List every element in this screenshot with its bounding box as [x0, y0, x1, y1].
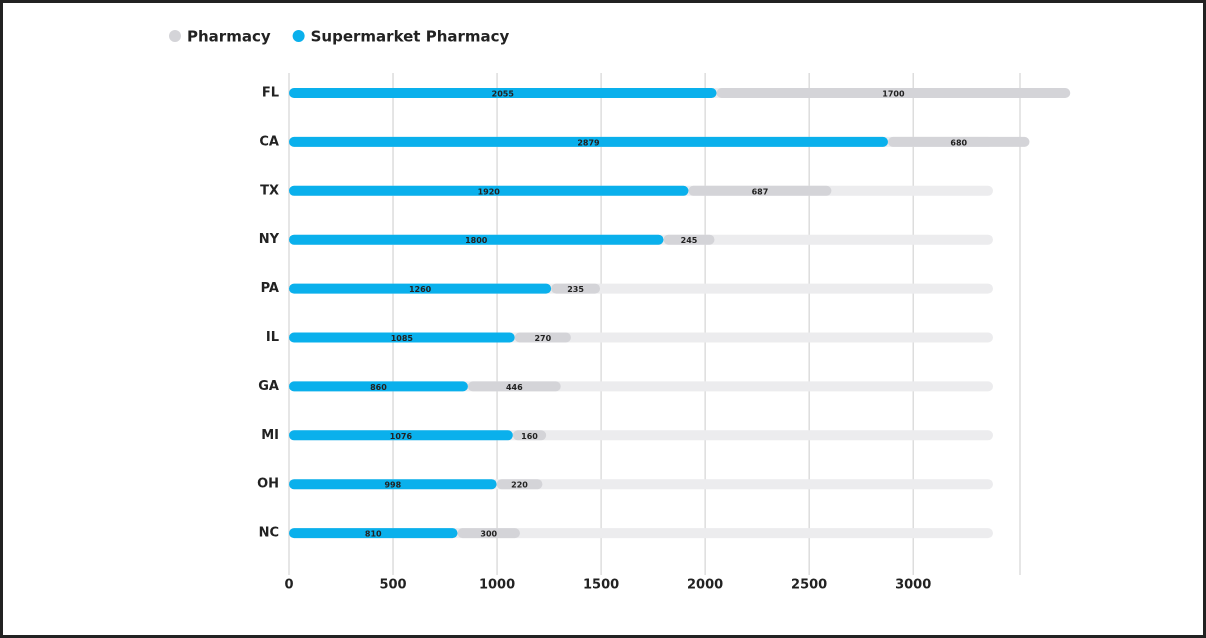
- category-label: IL: [266, 330, 279, 345]
- value-label: 998: [384, 481, 401, 490]
- value-label: 245: [681, 236, 698, 245]
- bar-segment: [663, 234, 715, 245]
- value-label: 2879: [577, 138, 600, 147]
- bar-segment: [457, 528, 520, 539]
- x-tick-label: 0: [284, 578, 293, 593]
- bar-segment: [512, 430, 547, 441]
- bar-segment: [514, 332, 571, 343]
- legend-marker: [292, 30, 305, 42]
- category-label: NY: [259, 232, 280, 247]
- x-tick-label: 3000: [895, 578, 931, 593]
- bar-segment: [716, 88, 1071, 98]
- category-label: TX: [260, 183, 279, 198]
- bar-segment: [496, 479, 543, 490]
- bar-segment: [289, 479, 497, 490]
- value-label: 1076: [390, 432, 413, 441]
- bar-segment: [289, 234, 664, 245]
- bar-segment: [289, 283, 552, 294]
- value-label: 1700: [882, 90, 905, 99]
- value-label: 235: [567, 285, 584, 294]
- category-label: PA: [261, 281, 279, 296]
- x-tick-label: 1000: [479, 578, 515, 593]
- value-label: 160: [521, 432, 538, 441]
- category-label: CA: [259, 134, 279, 149]
- chart: 0 500 1000 1500 2000 2500 3000 Pharmacy Supermar…: [169, 28, 1071, 593]
- bar-segment: [289, 185, 689, 196]
- x-tick-label: 500: [379, 578, 406, 593]
- value-label: 810: [365, 530, 382, 539]
- x-tick-label: 1500: [583, 578, 619, 593]
- category-label: FL: [262, 86, 279, 101]
- value-label: 2055: [492, 90, 515, 99]
- category-label: MI: [261, 428, 279, 443]
- value-label: 1260: [409, 285, 432, 294]
- value-label: 270: [534, 334, 551, 343]
- bar-segment: [551, 283, 601, 294]
- value-label: 1920: [478, 187, 501, 196]
- value-label: 860: [370, 383, 387, 392]
- value-label: 300: [480, 530, 497, 539]
- bar-segment: [467, 381, 561, 392]
- value-label: 1800: [465, 236, 488, 245]
- legend-label: Pharmacy: [187, 28, 271, 46]
- category-label: OH: [257, 477, 279, 492]
- value-label: 446: [506, 383, 523, 392]
- legend-label: Supermarket Pharmacy: [311, 28, 510, 46]
- bar-segment: [289, 528, 458, 539]
- bar-segment: [289, 332, 515, 343]
- value-label: 680: [950, 138, 967, 147]
- bar-segment: [289, 430, 513, 441]
- value-label: 687: [752, 187, 769, 196]
- value-label: 220: [511, 481, 528, 490]
- category-label: NC: [259, 526, 279, 541]
- category-label: GA: [258, 379, 279, 394]
- bar-segment: [688, 185, 832, 196]
- x-tick-label: 2000: [687, 578, 723, 593]
- legend-marker: [169, 30, 181, 42]
- bar-segment: [289, 381, 468, 392]
- bar-segment: [289, 136, 888, 147]
- bar-segment: [887, 136, 1030, 147]
- bar-segment: [289, 88, 717, 98]
- x-tick-label: 2500: [791, 578, 827, 593]
- value-label: 1085: [391, 334, 414, 343]
